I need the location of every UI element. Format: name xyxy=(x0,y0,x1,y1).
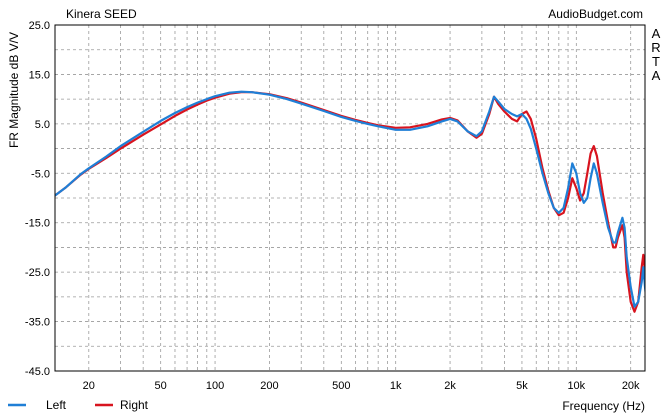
x-tick-labels: 20 50 100 200 500 1k 2k 5k 10k 20k xyxy=(83,380,640,392)
legend-label-left: Left xyxy=(46,398,67,412)
y-tick-label: -5.0 xyxy=(31,168,50,180)
watermark-letter: R xyxy=(651,40,660,55)
grid-lines xyxy=(55,25,645,371)
plot-frame xyxy=(54,24,646,372)
y-tick-labels: 25.0 15.0 5.0 -5.0 -15.0 -25.0 -35.0 -45.0 xyxy=(25,20,50,378)
x-tick-label: 100 xyxy=(206,380,224,392)
source-label: AudioBudget.com xyxy=(548,7,643,21)
chart-title: Kinera SEED xyxy=(66,7,137,21)
x-tick-label: 500 xyxy=(332,380,350,392)
x-axis-label: Frequency (Hz) xyxy=(562,399,645,413)
y-tick-label: -35.0 xyxy=(25,317,50,329)
series-lines xyxy=(55,90,645,313)
y-tick-label: -45.0 xyxy=(25,366,50,378)
legend: Left Right xyxy=(8,398,149,412)
x-tick-label: 20 xyxy=(83,380,95,392)
x-tick-label: 5k xyxy=(516,380,528,392)
x-tick-label: 1k xyxy=(390,380,402,392)
watermark-letter: T xyxy=(652,54,660,69)
watermark-letter: A xyxy=(652,68,661,83)
x-tick-label: 50 xyxy=(155,380,167,392)
y-axis-label: FR Magnitude dB V/V xyxy=(7,32,21,148)
y-tick-label: 15.0 xyxy=(29,69,50,81)
x-tick-label: 10k xyxy=(567,380,585,392)
legend-label-right: Right xyxy=(120,398,149,412)
y-tick-label: 5.0 xyxy=(35,119,50,131)
x-tick-label: 200 xyxy=(260,380,278,392)
y-tick-label: -15.0 xyxy=(25,218,50,230)
series-line-right xyxy=(55,91,645,313)
x-tick-label: 2k xyxy=(444,380,456,392)
x-tick-label: 20k xyxy=(622,380,640,392)
watermark-letter: A xyxy=(652,26,661,41)
y-tick-label: 25.0 xyxy=(29,20,50,32)
series-line-left xyxy=(55,90,645,308)
y-tick-label: -25.0 xyxy=(25,267,50,279)
